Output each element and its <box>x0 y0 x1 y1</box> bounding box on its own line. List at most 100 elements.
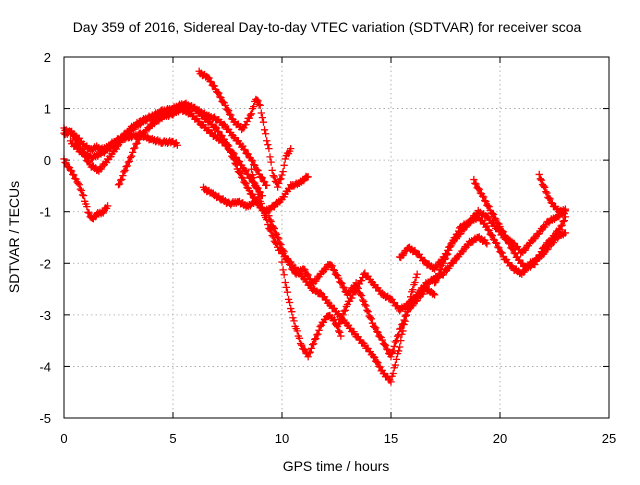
data-point <box>280 271 288 279</box>
data-point <box>300 265 308 273</box>
data-point <box>561 213 570 221</box>
data-point <box>250 102 258 111</box>
data-point <box>436 266 444 274</box>
data-point <box>257 109 265 117</box>
data-point <box>76 185 84 193</box>
data-point <box>238 173 246 181</box>
data-point <box>67 167 76 175</box>
data-point <box>205 74 213 82</box>
data-point <box>508 244 516 253</box>
data-point <box>399 320 407 328</box>
data-point <box>305 275 313 283</box>
data-point <box>500 231 509 240</box>
data-point <box>558 221 566 229</box>
data-point <box>132 140 140 148</box>
data-point <box>215 89 223 97</box>
data-point <box>392 336 401 345</box>
data-point <box>374 328 382 336</box>
data-point <box>337 315 345 324</box>
data-point <box>280 193 288 201</box>
data-point <box>364 308 372 316</box>
data-point <box>329 266 337 274</box>
data-point <box>448 240 456 248</box>
data-point <box>242 180 250 188</box>
data-point <box>453 230 462 238</box>
data-point <box>535 170 543 179</box>
data-point <box>352 286 360 294</box>
data-point <box>129 148 137 157</box>
data-point <box>239 174 247 182</box>
data-point <box>495 244 503 252</box>
data-point <box>327 261 335 269</box>
data-point <box>276 175 284 184</box>
data-point <box>270 173 279 181</box>
data-point <box>490 214 499 222</box>
data-point <box>335 320 343 328</box>
y-tick-label: -1 <box>39 205 51 220</box>
data-point <box>498 227 506 235</box>
data-point <box>373 327 381 336</box>
data-point <box>247 156 256 164</box>
data-point <box>543 189 551 197</box>
data-point <box>78 191 87 199</box>
data-point <box>236 169 245 178</box>
tick-layer <box>63 56 610 419</box>
data-point <box>546 195 554 203</box>
data-point <box>259 118 268 126</box>
data-point <box>278 171 286 179</box>
data-point <box>336 328 344 336</box>
data-point <box>485 226 493 235</box>
data-point <box>107 153 115 161</box>
data-point <box>557 222 565 230</box>
data-point <box>246 111 255 119</box>
data-point <box>402 311 410 320</box>
data-point <box>491 239 500 247</box>
data-point <box>480 193 488 201</box>
data-point <box>360 297 368 306</box>
y-tick-label: -2 <box>39 256 51 271</box>
data-point <box>259 206 268 215</box>
data-point <box>280 161 288 169</box>
data-point <box>226 110 234 118</box>
data-point <box>470 175 478 184</box>
data-point <box>311 335 319 344</box>
data-point <box>295 334 304 342</box>
data-point <box>482 197 490 206</box>
data-point <box>273 183 282 191</box>
data-point <box>267 217 275 226</box>
data-point <box>556 226 564 234</box>
data-point <box>280 248 288 256</box>
data-point <box>70 171 78 179</box>
data-point <box>366 313 374 322</box>
data-point <box>284 257 293 265</box>
data-point <box>255 101 263 109</box>
data-point <box>536 251 544 259</box>
data-point <box>303 270 311 278</box>
data-point <box>369 353 378 361</box>
data-point <box>121 166 129 175</box>
data-point <box>337 332 345 340</box>
data-point <box>454 227 463 235</box>
data-point <box>371 353 379 362</box>
data-point <box>115 180 124 188</box>
data-point <box>308 340 317 349</box>
data-point <box>338 279 346 288</box>
data-point <box>391 338 400 346</box>
data-point <box>387 353 395 361</box>
data-point <box>127 152 136 160</box>
data-point <box>435 269 443 278</box>
data-point <box>85 209 93 217</box>
data-point <box>388 372 396 380</box>
data-point <box>391 361 400 369</box>
data-point <box>439 259 447 267</box>
x-tick-label: 10 <box>275 431 289 446</box>
data-point <box>288 308 296 316</box>
data-point <box>131 144 139 152</box>
data-point <box>339 311 347 319</box>
data-point <box>264 141 272 149</box>
data-point <box>340 307 348 315</box>
data-point <box>272 230 281 238</box>
x-tick-label: 5 <box>169 431 176 446</box>
data-point <box>412 273 420 282</box>
